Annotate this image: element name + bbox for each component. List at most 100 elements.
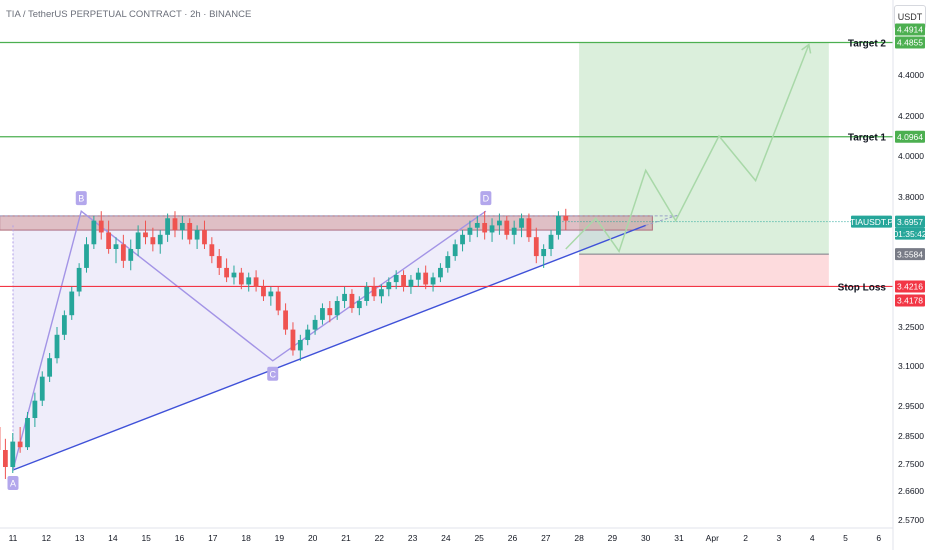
- candle-body: [238, 272, 244, 285]
- price-tag-text: 01:35:42: [893, 229, 926, 239]
- candle-body: [497, 220, 502, 226]
- candle-body: [91, 220, 97, 245]
- point-label-c: C: [269, 369, 276, 379]
- y-axis: 4.4000 4.2000 4.0000 3.8000 3.2500 3.1000 2.95…: [892, 0, 924, 550]
- price-tag-text: 4.4855: [897, 38, 923, 48]
- candle-body: [165, 218, 171, 235]
- price-tag-bg: [895, 215, 925, 228]
- candle-body: [467, 227, 473, 235]
- candle-body: [47, 358, 53, 377]
- price-tag-text: 3.5584: [897, 249, 923, 259]
- projection-line: [565, 44, 810, 254]
- candle-body: [401, 275, 406, 287]
- y-tick-label: 3.2500: [898, 322, 924, 332]
- candle-body: [202, 230, 207, 245]
- candle-body: [504, 220, 510, 235]
- candle-body: [76, 267, 82, 292]
- price-tag-tiausdt-p: TIAUSDT.P: [850, 215, 894, 228]
- point-label-bg-a: [7, 476, 19, 490]
- candle-body: [349, 293, 355, 309]
- candle-body: [489, 225, 495, 233]
- candle-body: [224, 267, 229, 278]
- candle-body: [541, 249, 547, 257]
- candle-body: [563, 215, 569, 221]
- candle-body: [430, 277, 436, 285]
- candle-body: [172, 218, 178, 231]
- price-tag-bg: [895, 280, 925, 293]
- candle-body: [194, 230, 200, 240]
- price-tag-text: 3.4216: [897, 282, 923, 292]
- candle-body: [408, 279, 414, 287]
- price-tag-4-0964: 4.0964: [895, 130, 925, 143]
- price-tag-3-5584: 3.5584: [895, 248, 925, 261]
- price-tag-text: TIAUSDT.P: [850, 217, 894, 227]
- y-tick-label: 3.8000: [898, 192, 924, 202]
- x-tick-label: 29: [608, 533, 618, 543]
- candle-body: [305, 329, 311, 340]
- candles: [0, 208, 569, 479]
- candle-body: [526, 218, 532, 238]
- chart-title: TIA / TetherUS PERPETUAL CONTRACT · 2h ·…: [6, 9, 252, 20]
- level-lines: Target 2 Target 1 Stop Loss: [0, 39, 893, 293]
- candle-body: [179, 223, 185, 231]
- price-tag-text: 3.4178: [897, 296, 923, 306]
- x-tick-label: 13: [75, 533, 85, 543]
- price-tag-bg: [851, 215, 892, 228]
- candle-body: [106, 232, 112, 249]
- pattern-points: A B C D: [7, 191, 492, 490]
- candle-body: [320, 308, 325, 320]
- candle-body: [482, 223, 488, 233]
- price-tag-bg: [895, 36, 925, 49]
- point-label-b: B: [78, 194, 84, 204]
- candle-body: [342, 293, 347, 301]
- point-label-bg-b: [75, 191, 87, 206]
- y-tick-label: 2.9500: [898, 401, 924, 411]
- x-tick-label: 17: [208, 533, 218, 543]
- stop-zone: [579, 254, 829, 287]
- candle-body: [10, 441, 16, 467]
- price-tag-text: 3.6957: [897, 217, 923, 227]
- candle-body: [261, 286, 266, 297]
- x-tick-label: 18: [241, 533, 251, 543]
- y-tick-label: 2.7500: [898, 459, 924, 469]
- price-tags: 4.4914 4.4855 4.0964 TIAUSDT.P 3.6957 01:35:4…: [850, 23, 927, 307]
- x-tick-label: 24: [441, 533, 451, 543]
- x-tick-label: 26: [508, 533, 518, 543]
- candle-body: [312, 319, 318, 330]
- candle-body: [474, 223, 480, 228]
- candle-body: [290, 329, 296, 351]
- x-tick-label: 19: [275, 533, 285, 543]
- price-tag-text: 4.4914: [897, 25, 923, 35]
- candle-body: [69, 291, 75, 316]
- ascending-trendline: [12, 224, 646, 471]
- candle-body: [423, 272, 429, 285]
- x-tick-label: 23: [408, 533, 418, 543]
- x-tick-label: 15: [141, 533, 151, 543]
- candle-body: [556, 215, 561, 235]
- candle-body: [356, 301, 362, 309]
- point-label-bg-d: [480, 191, 492, 206]
- candle-body: [386, 282, 392, 290]
- candle-body: [253, 277, 259, 287]
- point-label-d: D: [483, 194, 490, 204]
- resistance-zone: [0, 215, 653, 231]
- x-tick-label: 20: [308, 533, 318, 543]
- x-tick-label: 22: [375, 533, 385, 543]
- candle-body: [2, 450, 8, 467]
- candle-body: [283, 310, 288, 330]
- x-tick-label: 12: [42, 533, 52, 543]
- price-tag-bg: [895, 248, 925, 261]
- candle-body: [452, 244, 458, 257]
- trendline-extension: [645, 214, 680, 226]
- x-tick-label: 3: [777, 533, 782, 543]
- candle-body: [157, 234, 163, 245]
- x-tick-label: 25: [474, 533, 484, 543]
- candle-body: [113, 244, 119, 249]
- candle-body: [511, 227, 517, 235]
- price-tag-3-4178: 3.4178: [895, 294, 925, 307]
- candle-body: [438, 267, 443, 278]
- candle-body: [519, 218, 524, 228]
- projection-arrowhead: [801, 43, 812, 54]
- x-tick-label: 5: [843, 533, 848, 543]
